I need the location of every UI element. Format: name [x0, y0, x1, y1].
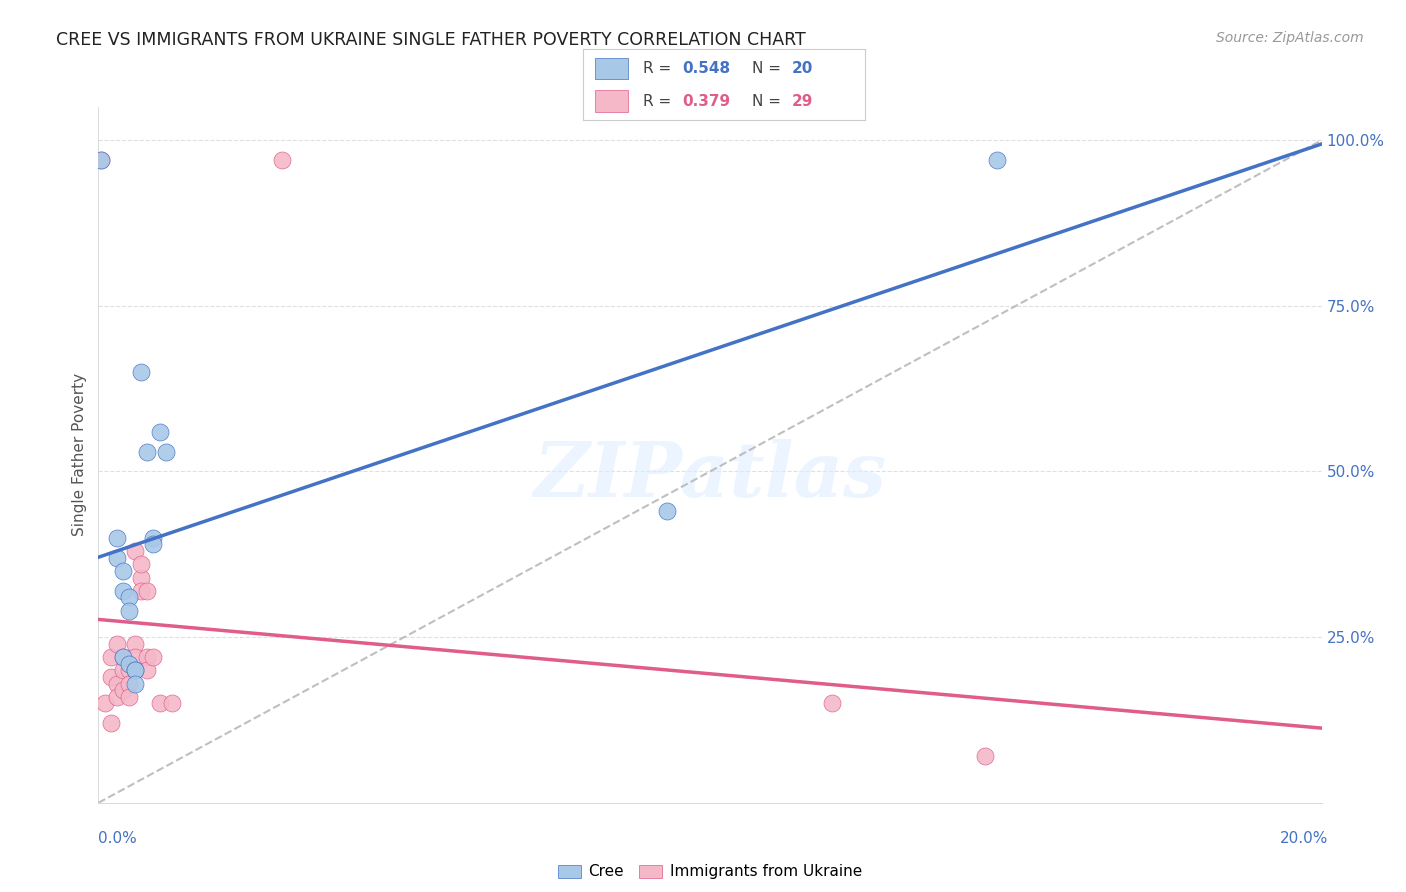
Point: [111, 683, 134, 698]
Bar: [595, 58, 628, 79]
Point: [111, 650, 134, 665]
Point: [129, 583, 152, 598]
Point: [821, 697, 844, 711]
Point: [160, 697, 183, 711]
Text: 29: 29: [792, 94, 813, 109]
Point: [974, 749, 997, 764]
Point: [105, 531, 128, 545]
Point: [129, 570, 152, 584]
Point: [93, 697, 115, 711]
Point: [149, 697, 172, 711]
Point: [155, 444, 177, 458]
Text: N =: N =: [752, 94, 786, 109]
Y-axis label: Single Father Poverty: Single Father Poverty: [72, 374, 87, 536]
Point: [90, 153, 112, 167]
Text: CREE VS IMMIGRANTS FROM UKRAINE SINGLE FATHER POVERTY CORRELATION CHART: CREE VS IMMIGRANTS FROM UKRAINE SINGLE F…: [56, 31, 806, 49]
Point: [118, 663, 141, 677]
Point: [118, 604, 141, 618]
Point: [657, 504, 679, 518]
Text: R =: R =: [643, 61, 676, 76]
Point: [111, 650, 134, 665]
Point: [118, 690, 141, 704]
Point: [136, 650, 159, 665]
Point: [142, 531, 165, 545]
Text: ZIPatlas: ZIPatlas: [533, 439, 887, 513]
Point: [124, 676, 146, 690]
Point: [136, 583, 159, 598]
Point: [90, 153, 112, 167]
Text: 0.379: 0.379: [682, 94, 730, 109]
Point: [136, 444, 159, 458]
Point: [142, 650, 165, 665]
Point: [105, 550, 128, 565]
Text: 0.548: 0.548: [682, 61, 730, 76]
Point: [124, 637, 146, 651]
Text: R =: R =: [643, 94, 676, 109]
Point: [100, 716, 122, 731]
Point: [986, 153, 1008, 167]
Legend: Cree, Immigrants from Ukraine: Cree, Immigrants from Ukraine: [551, 858, 869, 886]
Point: [149, 425, 172, 439]
Point: [111, 564, 134, 578]
Point: [142, 537, 165, 551]
Point: [124, 544, 146, 558]
Point: [100, 670, 122, 684]
Point: [105, 637, 128, 651]
Point: [118, 591, 141, 605]
Point: [124, 663, 146, 677]
Point: [118, 657, 141, 671]
Text: 0.0%: 0.0%: [98, 831, 138, 846]
Text: 20.0%: 20.0%: [1281, 831, 1329, 846]
Text: Source: ZipAtlas.com: Source: ZipAtlas.com: [1216, 31, 1364, 45]
Point: [105, 676, 128, 690]
Point: [105, 690, 128, 704]
Point: [118, 676, 141, 690]
Text: N =: N =: [752, 61, 786, 76]
Text: 20: 20: [792, 61, 813, 76]
Point: [124, 650, 146, 665]
Point: [111, 663, 134, 677]
Point: [129, 558, 152, 572]
Point: [270, 153, 292, 167]
Point: [136, 663, 159, 677]
Bar: [595, 90, 628, 112]
Point: [111, 583, 134, 598]
Point: [129, 365, 152, 379]
Point: [124, 663, 146, 677]
Point: [100, 650, 122, 665]
